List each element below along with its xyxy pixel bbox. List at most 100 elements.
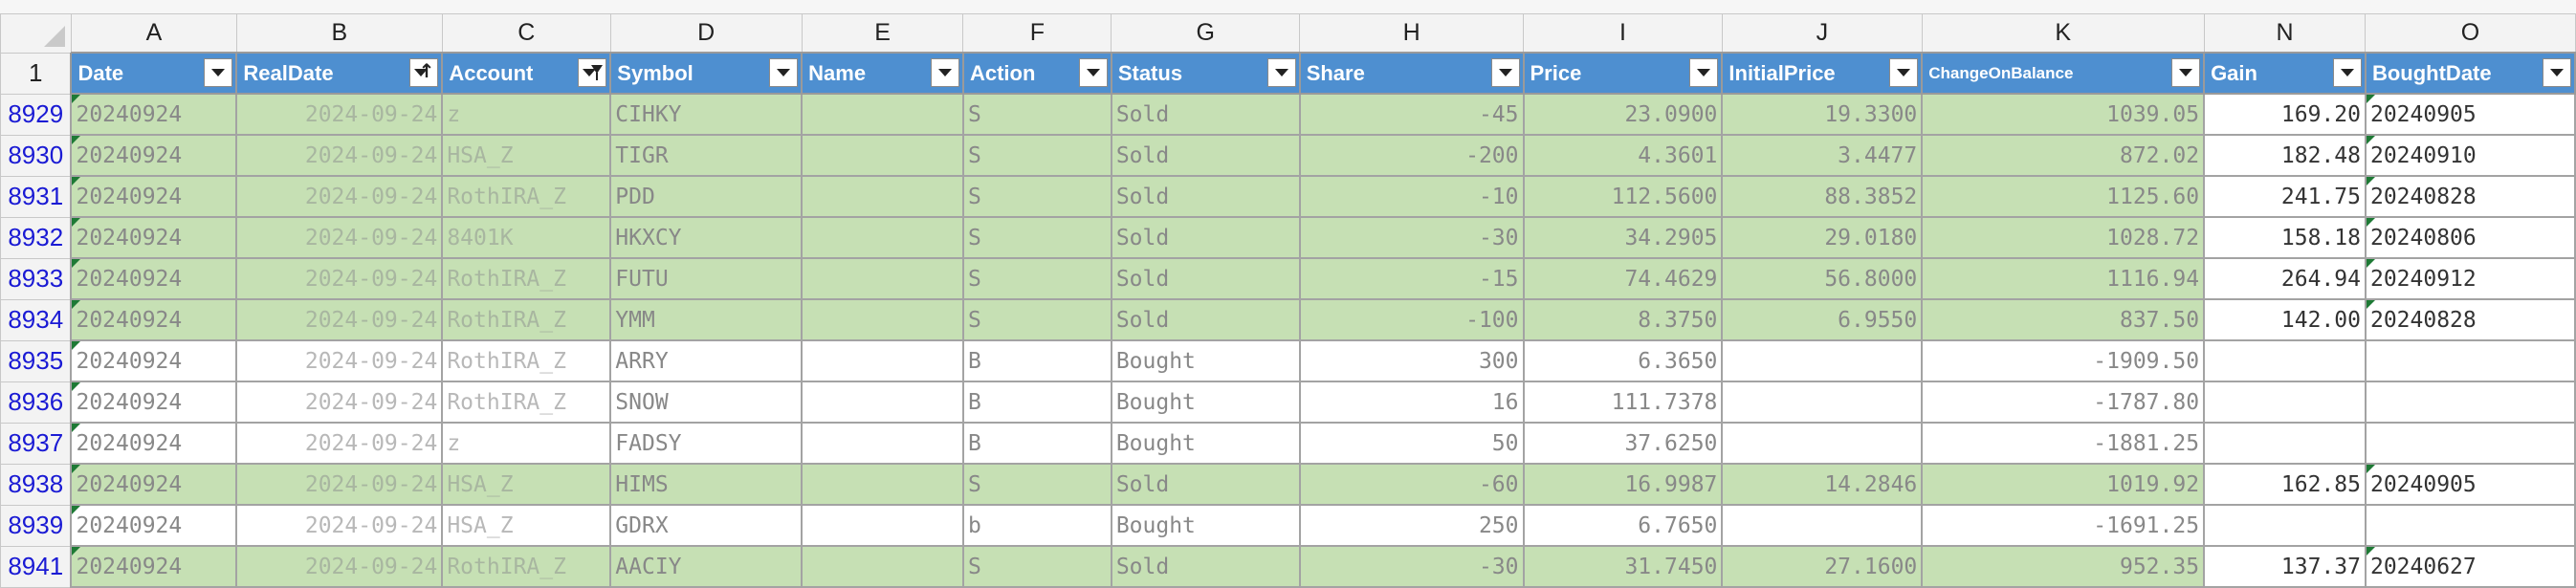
cell-act[interactable]: b: [961, 504, 1112, 547]
cell-real[interactable]: 2024-09-24: [235, 134, 444, 177]
cell-sym[interactable]: SNOW: [609, 381, 804, 424]
column-header-c[interactable]: C: [441, 13, 611, 54]
cell-status[interactable]: Sold: [1110, 545, 1301, 588]
header-cell-symbol[interactable]: Symbol: [609, 52, 804, 95]
header-cell-share[interactable]: Share: [1298, 52, 1525, 95]
cell-share[interactable]: -45: [1298, 93, 1525, 136]
cell-gain[interactable]: [2203, 504, 2367, 547]
filter-dropdown-button[interactable]: [2543, 58, 2571, 87]
cell-real[interactable]: 2024-09-24: [235, 175, 444, 218]
cell-bought[interactable]: 20240905: [2364, 93, 2576, 136]
header-cell-boughtdate[interactable]: BoughtDate: [2364, 52, 2576, 95]
cell-bought[interactable]: 20240627: [2364, 545, 2576, 588]
cell-sym[interactable]: ARRY: [609, 339, 804, 382]
cell-bought[interactable]: [2364, 339, 2576, 382]
cell-real[interactable]: 2024-09-24: [235, 298, 444, 341]
cell-gain[interactable]: 241.75: [2203, 175, 2367, 218]
filter-dropdown-button[interactable]: [2332, 58, 2362, 87]
cell-gain[interactable]: 158.18: [2203, 216, 2367, 259]
cell-status[interactable]: Sold: [1110, 216, 1301, 259]
cell-chg[interactable]: 837.50: [1921, 298, 2206, 341]
cell-share[interactable]: -10: [1298, 175, 1525, 218]
header-cell-name[interactable]: Name: [801, 52, 964, 95]
cell-price[interactable]: 6.3650: [1522, 339, 1724, 382]
column-header-j[interactable]: J: [1721, 13, 1923, 54]
column-header-b[interactable]: B: [235, 13, 443, 54]
column-header-g[interactable]: G: [1111, 13, 1301, 54]
cell-gain[interactable]: 142.00: [2203, 298, 2367, 341]
row-header[interactable]: 8934: [0, 298, 72, 341]
cell-price[interactable]: 31.7450: [1522, 545, 1724, 588]
cell-real[interactable]: 2024-09-24: [235, 422, 444, 465]
cell-gain[interactable]: [2203, 339, 2367, 382]
cell-init[interactable]: [1721, 504, 1924, 547]
cell-date[interactable]: 20240924: [70, 298, 238, 341]
column-header-d[interactable]: D: [609, 13, 803, 54]
cell-status[interactable]: Bought: [1110, 339, 1301, 382]
filter-dropdown-button[interactable]: [769, 58, 799, 87]
cell-bought[interactable]: [2364, 504, 2576, 547]
row-header[interactable]: 8932: [0, 216, 72, 259]
cell-date[interactable]: 20240924: [70, 545, 238, 588]
row-header[interactable]: 8941: [0, 545, 72, 588]
cell-price[interactable]: 37.6250: [1522, 422, 1724, 465]
cell-gain[interactable]: 162.85: [2203, 463, 2367, 506]
select-all-corner[interactable]: [0, 13, 72, 54]
cell-acct[interactable]: 8401K: [441, 216, 612, 259]
cell-act[interactable]: S: [961, 175, 1112, 218]
cell-acct[interactable]: RothIRA_Z: [441, 545, 612, 588]
cell-share[interactable]: 16: [1298, 381, 1525, 424]
cell-date[interactable]: 20240924: [70, 257, 238, 300]
cell-status[interactable]: Sold: [1110, 93, 1301, 136]
header-cell-status[interactable]: Status: [1110, 52, 1301, 95]
cell-date[interactable]: 20240924: [70, 134, 238, 177]
cell-chg[interactable]: 1039.05: [1921, 93, 2206, 136]
cell-init[interactable]: 14.2846: [1721, 463, 1924, 506]
cell-acct[interactable]: RothIRA_Z: [441, 175, 612, 218]
cell-chg[interactable]: 1019.92: [1921, 463, 2206, 506]
row-header[interactable]: 8930: [0, 134, 72, 177]
cell-init[interactable]: 6.9550: [1721, 298, 1924, 341]
cell-share[interactable]: -100: [1298, 298, 1525, 341]
row-header[interactable]: 8938: [0, 463, 72, 506]
cell-share[interactable]: -15: [1298, 257, 1525, 300]
cell-bought[interactable]: 20240910: [2364, 134, 2576, 177]
column-header-k[interactable]: K: [1921, 13, 2205, 54]
row-header[interactable]: 8929: [0, 93, 72, 136]
column-header-e[interactable]: E: [801, 13, 964, 54]
cell-name[interactable]: [801, 134, 964, 177]
active-filter-button[interactable]: [578, 58, 607, 87]
cell-chg[interactable]: 1125.60: [1921, 175, 2206, 218]
header-cell-account[interactable]: Account: [441, 52, 612, 95]
row-header[interactable]: 8936: [0, 381, 72, 424]
cell-real[interactable]: 2024-09-24: [235, 216, 444, 259]
cell-status[interactable]: Bought: [1110, 422, 1301, 465]
cell-date[interactable]: 20240924: [70, 175, 238, 218]
cell-price[interactable]: 34.2905: [1522, 216, 1724, 259]
cell-price[interactable]: 74.4629: [1522, 257, 1724, 300]
header-cell-date[interactable]: Date: [70, 52, 238, 95]
cell-sym[interactable]: GDRX: [609, 504, 804, 547]
cell-name[interactable]: [801, 381, 964, 424]
cell-bought[interactable]: 20240905: [2364, 463, 2576, 506]
column-header-h[interactable]: H: [1299, 13, 1524, 54]
cell-init[interactable]: 27.1600: [1721, 545, 1924, 588]
cell-sym[interactable]: FADSY: [609, 422, 804, 465]
cell-share[interactable]: 50: [1298, 422, 1525, 465]
cell-acct[interactable]: z: [441, 422, 612, 465]
cell-acct[interactable]: RothIRA_Z: [441, 298, 612, 341]
filter-dropdown-button[interactable]: [1689, 58, 1719, 87]
cell-sym[interactable]: TIGR: [609, 134, 804, 177]
cell-name[interactable]: [801, 504, 964, 547]
cell-price[interactable]: 16.9987: [1522, 463, 1724, 506]
cell-name[interactable]: [801, 93, 964, 136]
column-header-i[interactable]: I: [1523, 13, 1723, 54]
cell-acct[interactable]: HSA_Z: [441, 134, 612, 177]
cell-gain[interactable]: 169.20: [2203, 93, 2367, 136]
header-cell-initialprice[interactable]: InitialPrice: [1721, 52, 1924, 95]
row-header[interactable]: 8937: [0, 422, 72, 465]
header-cell-action[interactable]: Action: [961, 52, 1112, 95]
cell-bought[interactable]: 20240806: [2364, 216, 2576, 259]
cell-sym[interactable]: FUTU: [609, 257, 804, 300]
cell-real[interactable]: 2024-09-24: [235, 381, 444, 424]
